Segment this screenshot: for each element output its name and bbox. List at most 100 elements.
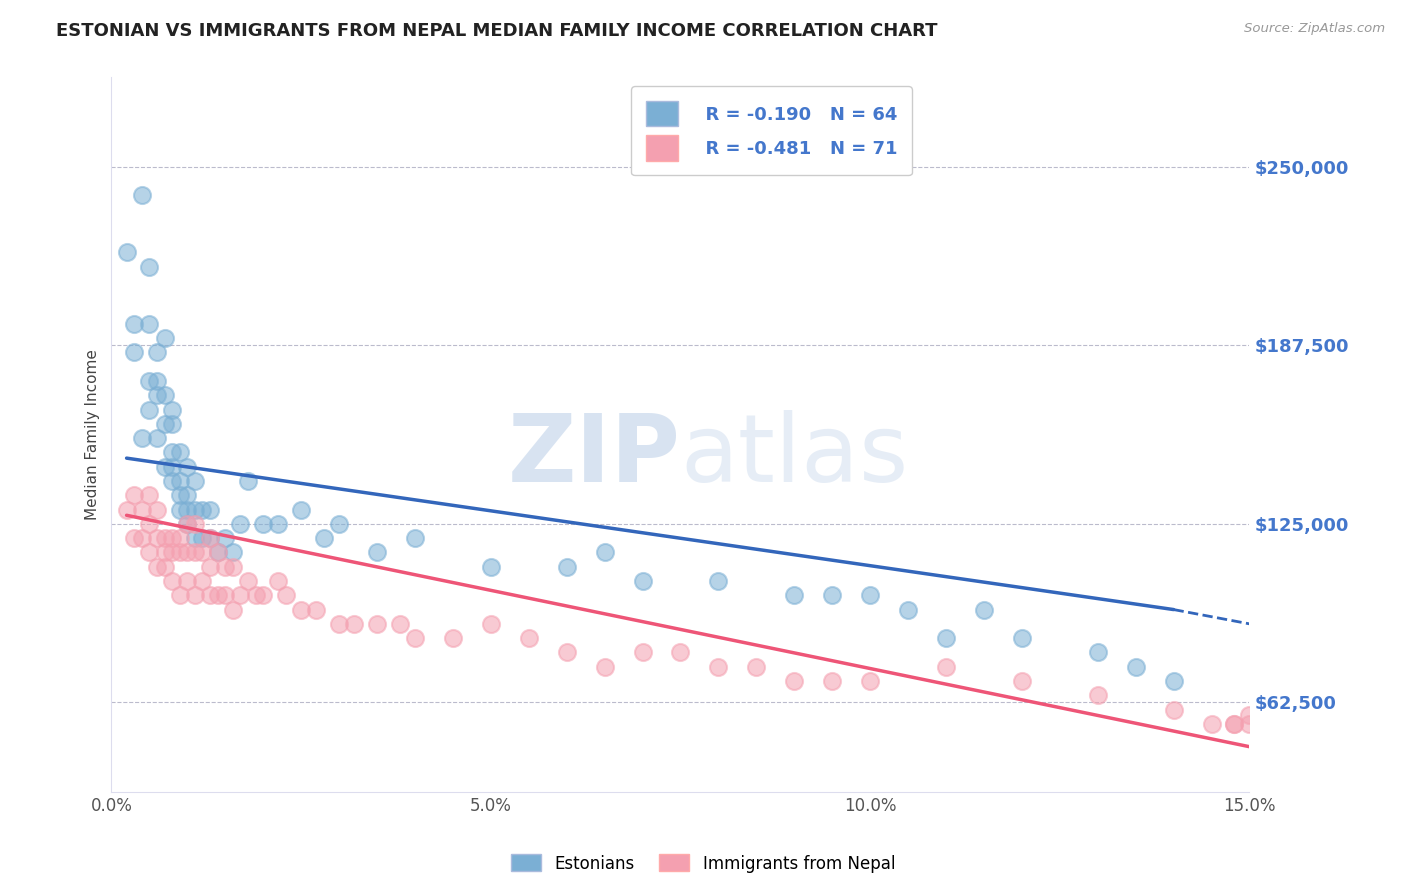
Point xyxy=(198,531,221,545)
Point xyxy=(169,474,191,488)
Y-axis label: Median Family Income: Median Family Income xyxy=(86,349,100,520)
Point xyxy=(191,574,214,588)
Point xyxy=(176,488,198,502)
Point xyxy=(707,659,730,673)
Point xyxy=(160,459,183,474)
Point xyxy=(131,431,153,445)
Point xyxy=(138,488,160,502)
Point xyxy=(274,588,297,602)
Point xyxy=(343,616,366,631)
Point xyxy=(160,545,183,559)
Point xyxy=(184,531,207,545)
Text: ZIP: ZIP xyxy=(508,410,681,502)
Point xyxy=(115,502,138,516)
Point xyxy=(305,602,328,616)
Point xyxy=(312,531,335,545)
Point xyxy=(245,588,267,602)
Point xyxy=(191,502,214,516)
Text: atlas: atlas xyxy=(681,410,908,502)
Point xyxy=(169,531,191,545)
Point xyxy=(138,402,160,417)
Point xyxy=(290,602,312,616)
Point xyxy=(153,331,176,345)
Point xyxy=(1011,631,1033,645)
Point xyxy=(236,574,259,588)
Point xyxy=(122,317,145,331)
Text: Source: ZipAtlas.com: Source: ZipAtlas.com xyxy=(1244,22,1385,36)
Point xyxy=(631,574,654,588)
Point xyxy=(184,474,207,488)
Point xyxy=(184,545,207,559)
Point xyxy=(169,545,191,559)
Point xyxy=(745,659,768,673)
Point xyxy=(191,545,214,559)
Point xyxy=(821,588,844,602)
Point xyxy=(229,516,252,531)
Point xyxy=(146,559,169,574)
Point xyxy=(328,516,350,531)
Point xyxy=(214,531,236,545)
Point xyxy=(176,459,198,474)
Legend:   R = -0.190   N = 64,   R = -0.481   N = 71: R = -0.190 N = 64, R = -0.481 N = 71 xyxy=(631,87,911,176)
Point xyxy=(222,602,245,616)
Point xyxy=(176,502,198,516)
Point xyxy=(252,588,274,602)
Point xyxy=(160,574,183,588)
Point xyxy=(160,402,183,417)
Point xyxy=(153,531,176,545)
Point xyxy=(669,645,692,659)
Point xyxy=(184,588,207,602)
Point xyxy=(184,516,207,531)
Point xyxy=(207,588,229,602)
Point xyxy=(131,502,153,516)
Point xyxy=(935,659,957,673)
Point xyxy=(859,588,882,602)
Point xyxy=(138,516,160,531)
Legend: Estonians, Immigrants from Nepal: Estonians, Immigrants from Nepal xyxy=(505,847,901,880)
Point xyxy=(153,417,176,431)
Point xyxy=(222,559,245,574)
Point xyxy=(169,502,191,516)
Point xyxy=(176,545,198,559)
Point xyxy=(146,388,169,402)
Point xyxy=(236,474,259,488)
Point xyxy=(169,488,191,502)
Point xyxy=(146,374,169,388)
Point xyxy=(267,574,290,588)
Point xyxy=(160,445,183,459)
Point xyxy=(153,459,176,474)
Point xyxy=(404,531,426,545)
Point xyxy=(290,502,312,516)
Point xyxy=(441,631,464,645)
Point xyxy=(783,673,806,688)
Point xyxy=(160,417,183,431)
Point xyxy=(479,616,502,631)
Point xyxy=(214,588,236,602)
Point xyxy=(1239,716,1261,731)
Point xyxy=(138,317,160,331)
Point xyxy=(198,559,221,574)
Point xyxy=(146,431,169,445)
Point xyxy=(479,559,502,574)
Point xyxy=(973,602,995,616)
Point xyxy=(328,616,350,631)
Point xyxy=(115,245,138,260)
Point xyxy=(1239,708,1261,723)
Point xyxy=(146,531,169,545)
Point xyxy=(366,545,388,559)
Point xyxy=(1087,688,1109,702)
Point xyxy=(138,260,160,274)
Point xyxy=(153,559,176,574)
Point xyxy=(169,445,191,459)
Point xyxy=(1011,673,1033,688)
Point xyxy=(229,588,252,602)
Point xyxy=(214,559,236,574)
Point xyxy=(1163,702,1185,716)
Point xyxy=(631,645,654,659)
Point xyxy=(176,516,198,531)
Point xyxy=(184,502,207,516)
Point xyxy=(707,574,730,588)
Point xyxy=(191,531,214,545)
Point xyxy=(169,588,191,602)
Point xyxy=(1201,716,1223,731)
